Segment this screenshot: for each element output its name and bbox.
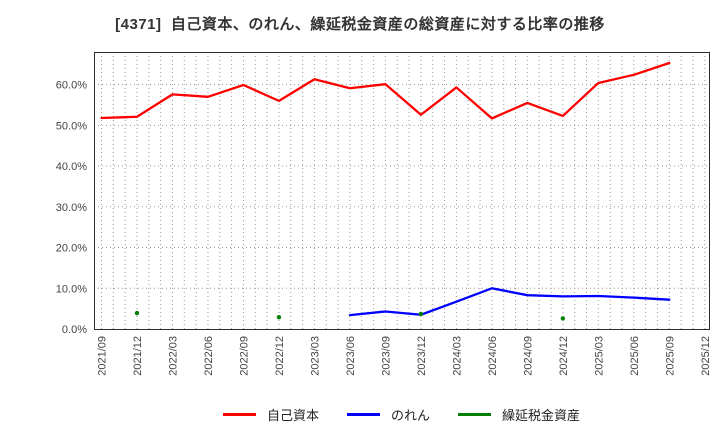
y-axis-tick-labels: 0.0% 10.0% 20.0% 30.0% 40.0% 50.0% 60.0% — [56, 80, 87, 336]
series-line-0 — [100, 61, 671, 120]
svg-text:2025/12: 2025/12 — [700, 336, 712, 376]
plot-border — [94, 52, 710, 330]
svg-text:40.0%: 40.0% — [56, 161, 87, 173]
svg-text:2024/06: 2024/06 — [487, 336, 499, 376]
svg-text:2021/09: 2021/09 — [97, 336, 109, 376]
legend-item-equity: 自己資本 — [222, 405, 319, 424]
svg-text:2025/06: 2025/06 — [629, 336, 641, 376]
series-points-2 — [134, 310, 566, 321]
legend-item-deferred-tax: 繰延税金資産 — [458, 405, 580, 424]
data-point — [134, 310, 140, 316]
svg-text:2021/12: 2021/12 — [132, 336, 144, 376]
data-point — [276, 314, 282, 320]
svg-text:2024/12: 2024/12 — [558, 336, 570, 376]
svg-text:30.0%: 30.0% — [56, 202, 87, 214]
svg-text:2022/06: 2022/06 — [203, 336, 215, 376]
svg-text:2023/03: 2023/03 — [309, 336, 321, 376]
svg-text:2023/12: 2023/12 — [416, 336, 428, 376]
svg-text:2025/03: 2025/03 — [593, 336, 605, 376]
svg-text:2024/09: 2024/09 — [522, 336, 534, 376]
svg-text:2023/06: 2023/06 — [345, 336, 357, 376]
legend-label-deferred-tax: 繰延税金資産 — [502, 408, 581, 423]
svg-text:2022/09: 2022/09 — [238, 336, 250, 376]
x-axis-tick-labels: 2021/09 2021/12 2022/03 2022/06 2022/09 2022/… — [97, 336, 712, 376]
svg-text:2022/03: 2022/03 — [167, 336, 179, 376]
gridlines — [94, 52, 709, 329]
svg-text:10.0%: 10.0% — [56, 283, 87, 295]
legend-label-goodwill: のれん — [390, 408, 430, 423]
legend-label-equity: 自己資本 — [266, 408, 319, 423]
svg-text:2022/12: 2022/12 — [274, 336, 286, 376]
svg-text:2024/03: 2024/03 — [451, 336, 463, 376]
svg-text:60.0%: 60.0% — [56, 80, 87, 92]
chart-legend: 自己資本 のれん 繰延税金資産 — [94, 405, 709, 424]
series-line-1 — [348, 287, 671, 317]
svg-text:0.0%: 0.0% — [62, 324, 87, 336]
data-point — [560, 316, 566, 321]
svg-text:20.0%: 20.0% — [56, 243, 87, 255]
chart-title: [4371] 自己資本、のれん、繰延税金資産の総資産に対する比率の推移 — [115, 16, 605, 33]
svg-text:50.0%: 50.0% — [56, 120, 87, 132]
deferred-tax-line-swatch-icon — [458, 413, 491, 416]
svg-text:2025/09: 2025/09 — [664, 336, 676, 376]
data-point — [418, 311, 424, 317]
equity-line-swatch-icon — [222, 413, 256, 416]
svg-text:2023/09: 2023/09 — [380, 336, 392, 376]
legend-item-goodwill: のれん — [346, 405, 430, 424]
goodwill-line-swatch-icon — [346, 413, 380, 416]
